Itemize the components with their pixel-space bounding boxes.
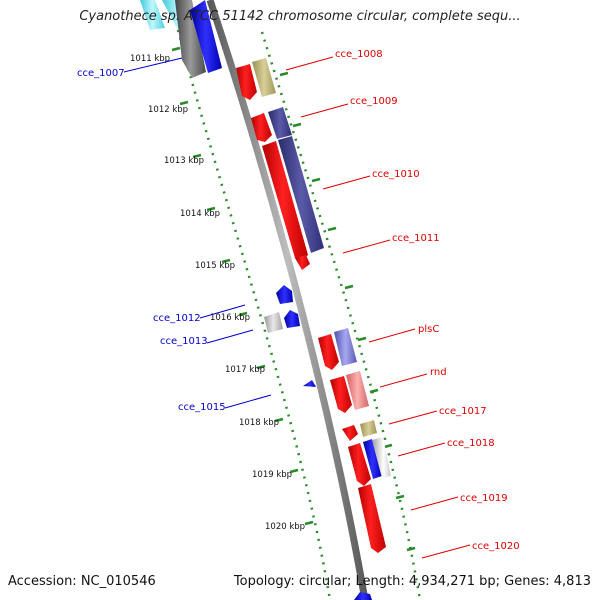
gene-feature-cce-1013[interactable] [284,310,300,328]
gene-feature[interactable] [140,0,165,30]
kbp-label: 1014 kbp [180,209,220,219]
map-title: Cyanothece sp. ATCC 51142 chromosome cir… [79,9,521,24]
gene-feature-rnd[interactable] [330,376,352,413]
gene-label-cce-1018[interactable]: cce_1018 [447,438,495,449]
ruler-ticks [171,46,416,552]
gene-feature-cce-1017[interactable] [342,425,358,441]
kbp-label: 1015 kbp [195,261,235,271]
minus-strand-features [140,0,372,600]
gene-feature[interactable] [252,58,276,97]
kbp-label: 1011 kbp [130,54,170,64]
kbp-label: 1012 kbp [148,105,188,115]
gene-feature-cce-1007[interactable] [175,0,206,78]
gene-feature-cce-1009[interactable] [251,113,272,142]
ruler-labels: 1011 kbp 1012 kbp 1013 kbp 1014 kbp 1015… [130,54,305,532]
kbp-label: 1019 kbp [252,470,292,480]
chromosome-backbone [206,0,369,600]
gene-label-cce-1012[interactable]: cce_1012 [153,313,201,324]
gene-feature[interactable] [190,0,222,73]
gene-label-cce-1007[interactable]: cce_1007 [77,68,125,79]
gene-label-cce-1009[interactable]: cce_1009 [350,96,398,107]
plus-strand-features [236,58,391,553]
gene-label-cce-1015[interactable]: cce_1015 [178,402,226,413]
kbp-label: 1016 kbp [210,313,250,323]
gene-label-cce-1020[interactable]: cce_1020 [472,541,520,552]
gene-label-cce-1017[interactable]: cce_1017 [439,406,487,417]
gene-feature[interactable] [354,592,372,600]
gene-feature[interactable] [278,136,324,253]
gene-label-cce-1010[interactable]: cce_1010 [372,169,420,180]
gene-feature-cce-1015[interactable] [303,380,316,387]
kbp-label: 1013 kbp [164,156,204,166]
gene-feature[interactable] [363,439,382,479]
kbp-label: 1018 kbp [239,418,279,428]
gene-feature-cce-1008[interactable] [236,64,257,100]
gene-feature[interactable] [334,328,357,366]
gene-feature-cce-1010[interactable] [262,141,308,262]
accession-text: Accession: NC_010546 [8,574,156,589]
gene-feature[interactable] [372,437,391,478]
gene-label-cce-1008[interactable]: cce_1008 [335,49,383,60]
gene-feature-cce-1019[interactable] [358,484,386,553]
gene-feature-plsC[interactable] [318,334,339,370]
inner-ruler-line [176,29,332,600]
kbp-label: 1020 kbp [265,522,305,532]
gene-feature-cce-1012[interactable] [276,285,293,304]
gene-labels: cce_1007 cce_1008 cce_1009 cce_1010 cce_… [77,49,520,552]
gene-label-plsC[interactable]: plsC [418,324,439,335]
gene-feature[interactable] [264,312,283,333]
genome-summary-text: Topology: circular; Length: 4,934,271 bp… [233,574,591,589]
gene-feature-cce-1018[interactable] [348,443,371,486]
kbp-label: 1017 kbp [225,365,265,375]
gene-label-cce-1011[interactable]: cce_1011 [392,233,440,244]
gene-feature[interactable] [360,420,377,437]
gene-feature-cce-1011[interactable] [295,255,310,270]
gene-label-rnd[interactable]: rnd [430,367,447,378]
gene-feature[interactable] [346,371,369,410]
gene-label-cce-1019[interactable]: cce_1019 [460,493,508,504]
chromosome-backbone-edge [206,0,369,600]
leader-lines [123,56,471,559]
gene-label-cce-1013[interactable]: cce_1013 [160,336,208,347]
gene-feature[interactable] [268,107,292,139]
